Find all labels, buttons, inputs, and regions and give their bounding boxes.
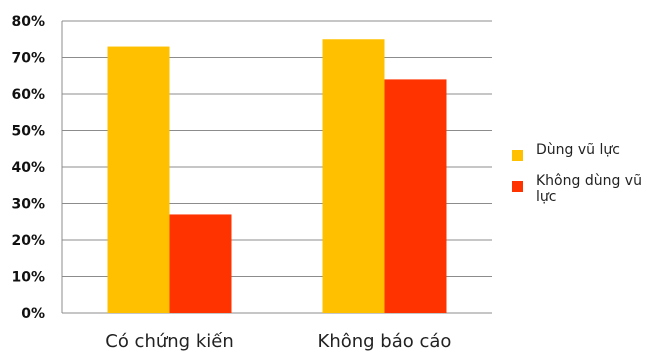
y-tick-label: 60% — [11, 87, 45, 103]
x-axis-category-labels: Có chứng kiến Không báo cáo — [105, 331, 451, 352]
x-tick-label: Không báo cáo — [318, 331, 452, 352]
y-tick-label: 40% — [11, 160, 45, 176]
y-tick-label: 30% — [11, 197, 45, 213]
y-tick-label: 80% — [11, 14, 45, 30]
y-tick-label: 20% — [11, 233, 45, 249]
bar — [384, 79, 447, 314]
y-tick-label: 50% — [11, 124, 45, 140]
legend-label-dung-vu-luc: Dùng vũ lực — [536, 142, 620, 158]
bar — [107, 46, 170, 314]
bar — [169, 214, 232, 313]
legend-swatch-dung-vu-luc — [512, 150, 523, 161]
bars — [107, 39, 447, 314]
y-tick-label: 0% — [21, 306, 45, 322]
x-tick-label: Có chứng kiến — [105, 331, 233, 352]
legend-item-khong-dung-vu-luc: Không dùng vũ lực — [512, 173, 647, 205]
y-tick-label: 10% — [11, 270, 45, 286]
bar — [322, 39, 385, 313]
legend-item-dung-vu-luc: Dùng vũ lực — [512, 142, 647, 161]
legend: Dùng vũ lực Không dùng vũ lực — [512, 142, 647, 217]
legend-swatch-khong-dung-vu-luc — [512, 181, 523, 192]
y-axis-tick-labels: 0% 10% 20% 30% 40% 50% 60% 70% 80% — [11, 14, 45, 322]
y-tick-label: 70% — [11, 51, 45, 67]
legend-label-khong-dung-vu-luc: Không dùng vũ lực — [536, 173, 642, 205]
